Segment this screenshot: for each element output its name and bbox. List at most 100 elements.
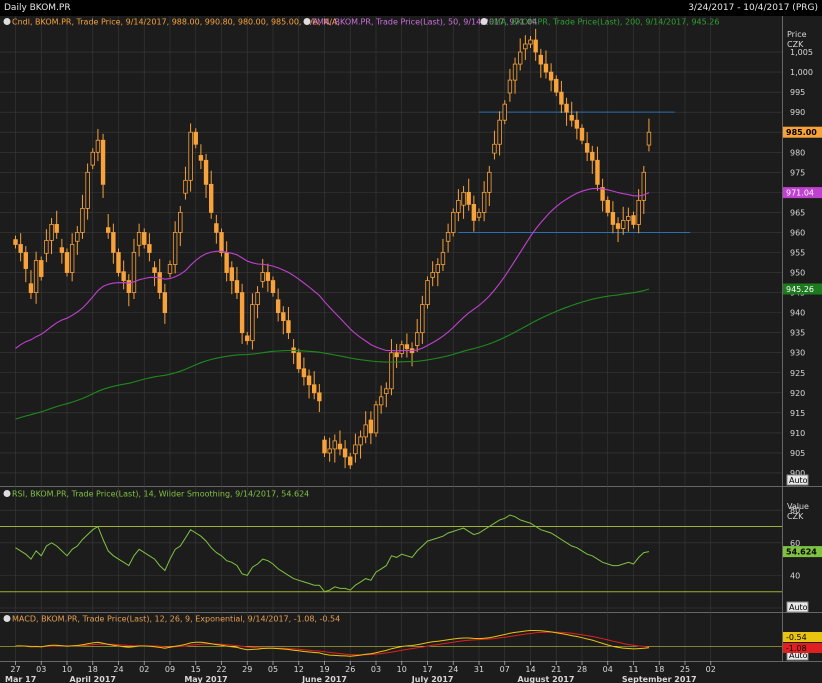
- price-tick-label: 905: [790, 449, 805, 458]
- legend-candle: Cndl, BKOM.PR, Trade Price, 9/14/2017, 9…: [12, 18, 340, 27]
- time-tick-label: 11: [628, 665, 638, 674]
- candle-body: [333, 441, 337, 449]
- candle-body: [642, 172, 646, 200]
- candle-body: [457, 200, 461, 212]
- candle-body: [312, 385, 316, 393]
- rsi-auto-button[interactable]: Auto: [787, 602, 808, 612]
- time-tick-label: 07: [500, 665, 510, 674]
- candle-body: [395, 353, 399, 357]
- candle-body: [34, 261, 38, 293]
- price-tick-label: 930: [790, 349, 805, 358]
- candle-body: [364, 425, 368, 437]
- candle-body: [524, 44, 528, 49]
- price-tick-label: 1,000: [790, 68, 813, 77]
- time-tick-label: 02: [706, 665, 716, 674]
- time-tick-label: 03: [371, 665, 381, 674]
- candle-body: [637, 200, 641, 224]
- time-tick-label: 05: [268, 665, 278, 674]
- rsi-auto-label: Auto: [789, 603, 808, 612]
- candle-body: [148, 244, 152, 252]
- candle-body: [385, 389, 389, 394]
- candle-body: [173, 232, 177, 264]
- candle-body: [513, 64, 517, 80]
- legend-icon[interactable]: [4, 615, 11, 622]
- time-tick-label: 25: [680, 665, 690, 674]
- price-tick-label: 940: [790, 309, 805, 318]
- candle-body: [261, 273, 265, 282]
- time-tick-label: 24: [448, 665, 458, 674]
- time-tick-label: 18: [654, 665, 664, 674]
- candle-body: [163, 293, 167, 313]
- candle-body: [570, 115, 574, 120]
- time-tick-label: 15: [191, 665, 201, 674]
- chart-canvas[interactable]: 9009059109159209259309359409459509559609…: [0, 16, 822, 683]
- price-auto-button[interactable]: Auto: [787, 475, 808, 485]
- candle-body: [158, 273, 162, 293]
- candle-body: [421, 305, 425, 333]
- candle-body: [220, 232, 224, 252]
- candle-body: [549, 72, 553, 80]
- price-tick-label: 935: [790, 329, 805, 338]
- time-tick-label: 02: [139, 665, 149, 674]
- candle-body: [45, 240, 49, 253]
- candle-body: [627, 216, 631, 220]
- candle-body: [137, 232, 141, 245]
- candle-body: [390, 353, 394, 389]
- candle-body: [431, 273, 435, 278]
- candle-body: [209, 184, 213, 212]
- candle-body: [400, 345, 404, 354]
- candle-body: [585, 143, 589, 152]
- candle-body: [472, 204, 476, 220]
- candle-body: [611, 212, 615, 224]
- legend-icon[interactable]: [304, 18, 311, 25]
- candle-body: [70, 244, 74, 272]
- time-tick-label: 31: [474, 665, 484, 674]
- time-tick-label: 09: [165, 665, 175, 674]
- candle-body: [374, 405, 378, 433]
- candle-body: [117, 252, 121, 272]
- candle-body: [86, 172, 90, 208]
- time-tick-label: 27: [10, 665, 20, 674]
- date-range: 3/24/2017 - 10/4/2017 (PRG): [688, 0, 818, 16]
- candle-body: [50, 224, 54, 240]
- window-titlebar: Daily BKOM.PR 3/24/2017 - 10/4/2017 (PRG…: [0, 0, 822, 16]
- candle-body: [354, 445, 358, 454]
- candle-body: [591, 152, 595, 160]
- candle-body: [343, 449, 347, 457]
- candle-body: [323, 440, 327, 453]
- legend-icon[interactable]: [481, 18, 488, 25]
- legend-icon[interactable]: [4, 18, 11, 25]
- candle-body: [405, 345, 409, 349]
- price-tick-label: 980: [790, 148, 805, 157]
- month-label: July 2017: [411, 675, 454, 683]
- time-tick-label: 19: [319, 665, 329, 674]
- time-tick-label: 03: [36, 665, 46, 674]
- price-tick-label: 910: [790, 429, 805, 438]
- rsi-value: 54.624: [786, 548, 817, 557]
- legend-ema200: EMA, BKOM.PR, Trade Price(Last), 200, 9/…: [489, 18, 719, 27]
- price-tick-label: 975: [790, 168, 805, 177]
- candle-body: [508, 80, 512, 93]
- candle-body: [271, 281, 275, 293]
- price-panel[interactable]: [0, 16, 782, 484]
- price-tick-label: 920: [790, 389, 805, 398]
- candle-body: [348, 457, 352, 465]
- month-label: Mar 17: [5, 675, 36, 683]
- time-tick-label: 10: [62, 665, 72, 674]
- price-tick-label: 990: [790, 108, 805, 117]
- candle-body: [467, 192, 471, 204]
- candle-body: [179, 212, 183, 232]
- value-axis-title: Value: [787, 502, 809, 511]
- rsi-panel[interactable]: [0, 489, 782, 611]
- price-tick-label: 965: [790, 208, 805, 217]
- candle-body: [14, 240, 18, 245]
- candle-body: [451, 212, 455, 232]
- candle-body: [184, 180, 188, 193]
- candle-body: [189, 132, 193, 180]
- candle-body: [55, 224, 59, 232]
- rsi-tick-label: 40: [790, 571, 800, 580]
- candle-body: [91, 152, 95, 165]
- candle-body: [477, 212, 481, 217]
- candle-body: [529, 40, 533, 44]
- legend-icon[interactable]: [4, 490, 11, 497]
